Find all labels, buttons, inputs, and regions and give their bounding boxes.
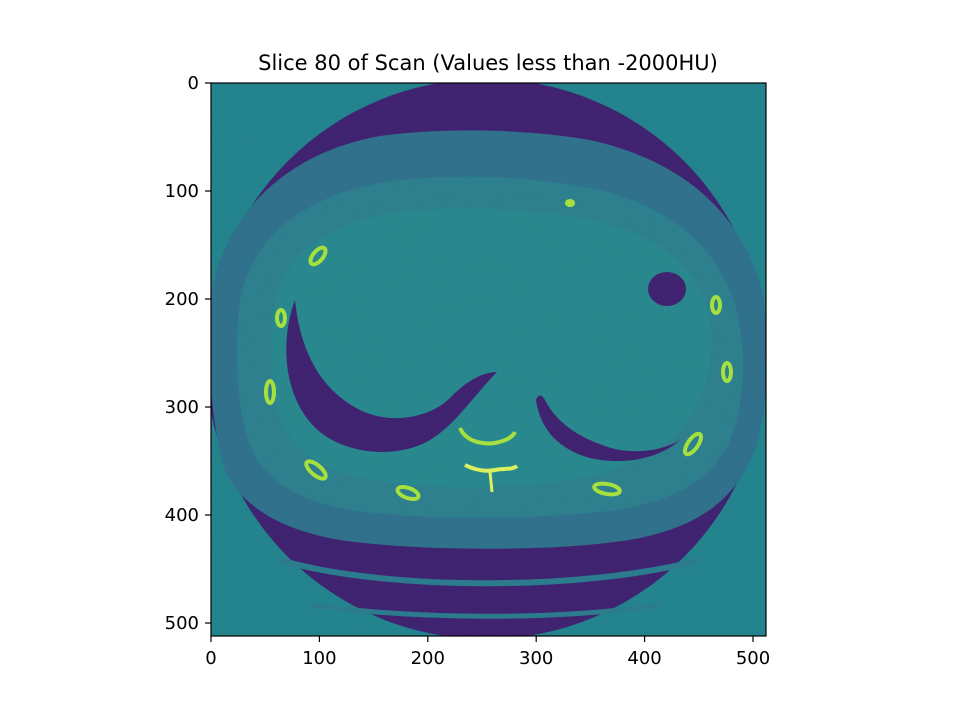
y-tick-label: 0 — [188, 73, 199, 94]
y-axis: 0 100 200 300 400 500 — [165, 73, 211, 634]
y-tick-label: 500 — [165, 613, 199, 634]
y-tick-label: 300 — [165, 397, 199, 418]
chart-title: Slice 80 of Scan (Values less than -2000… — [258, 51, 718, 75]
x-tick-label: 100 — [302, 648, 336, 669]
y-tick-label: 400 — [165, 505, 199, 526]
x-tick-label: 200 — [411, 648, 445, 669]
ct-image — [211, 83, 766, 636]
y-tick-label: 100 — [165, 181, 199, 202]
y-tick-label: 200 — [165, 289, 199, 310]
axes-frame — [210, 82, 767, 637]
x-tick-label: 400 — [627, 648, 661, 669]
x-tick-label: 0 — [205, 648, 216, 669]
x-tick-label: 300 — [519, 648, 553, 669]
x-tick-label: 500 — [736, 648, 770, 669]
x-axis: 0 100 200 300 400 500 — [205, 636, 770, 669]
